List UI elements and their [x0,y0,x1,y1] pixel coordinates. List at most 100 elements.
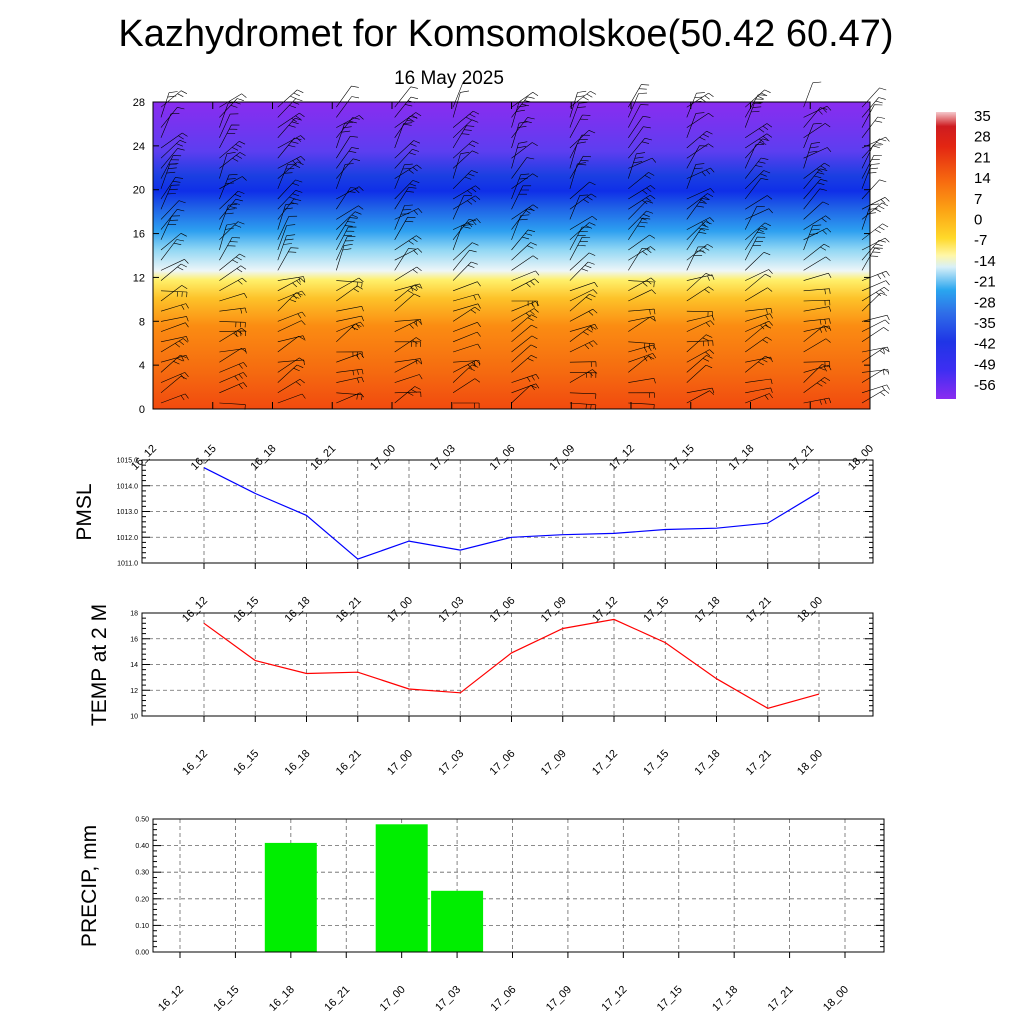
wind-barb [803,81,822,108]
wind-barb [628,344,657,353]
wind-barb [628,157,657,169]
wind-barb [219,198,243,220]
wind-barb [803,224,822,251]
wind-barb [160,393,189,404]
wind-barb [861,144,882,169]
wind-barb [744,206,765,230]
wind-barb [803,215,831,230]
wind-barb [452,110,480,128]
wind-barb [219,362,248,373]
wind-barb [686,334,713,353]
wind-barb [277,276,306,283]
wind-barb [160,215,181,240]
wind-barb [394,358,422,365]
wind-barb [861,314,890,322]
wind-barb [277,179,303,200]
cross-section-xtick-label: 16_21 [308,443,338,473]
wind-barb [336,226,357,251]
wind-barb [569,289,598,302]
wind-barb [569,402,597,410]
precip-ylabel: PRECIP, mm [78,825,101,947]
wind-barb [160,200,186,220]
colorbar-ramp [936,112,956,399]
wind-barb [628,277,656,292]
wind-barb [511,229,536,251]
wind-barb [394,180,420,200]
wind-barb [277,311,306,322]
wind-barb [628,104,649,128]
wind-barb [160,148,185,169]
wind-barb [336,376,364,384]
wind-barb [803,325,830,343]
wind-barb [744,94,767,118]
p2-ytick-label: 1011.0 [117,561,138,568]
wind-barb [336,85,359,108]
wind-barb [569,90,597,108]
wind-barb [861,346,890,353]
cross-section-xtick-label: 16_18 [249,443,279,473]
cross-section-ytick-label: 24 [133,141,145,153]
wind-barb [160,184,180,210]
cross-section-ytick-label: 0 [139,404,145,416]
wind-barb [511,157,535,179]
wind-barb [336,186,364,200]
wind-barb [336,115,364,128]
wind-barb [336,117,360,138]
wind-barb [628,353,657,363]
wind-barb [511,270,540,281]
wind-barb [452,306,480,322]
cross-section-xtick-label: 17_00 [368,443,398,473]
p3-ytick-label: 14 [130,662,138,669]
p2-ytick-label: 1015.0 [117,458,139,465]
wind-barb [686,92,714,108]
precip-xtick-label: 16_21 [322,984,352,1014]
p2-xtick-label: 17_06 [488,595,518,625]
wind-barb [336,122,354,149]
wind-barb [803,243,830,261]
wind-barb [861,163,880,189]
wind-barb [219,402,246,410]
wind-barb [511,300,538,307]
wind-barb [861,240,886,261]
wind-barb [569,324,598,332]
wind-barb [336,163,354,189]
wind-barb [686,286,714,302]
wind-barb [452,119,479,139]
wind-barb [394,235,422,251]
p2-xtick-label: 17_18 [693,595,723,625]
pmsl-ylabel: PMSL [73,483,96,540]
wind-barb [394,208,423,220]
wind-barb [452,359,481,373]
wind-barb [511,383,540,394]
wind-barb [569,308,598,322]
wind-barb [686,167,715,179]
wind-barb [745,393,773,404]
wind-barb [277,224,296,251]
page-subtitle: 16 May 2025 [394,68,504,89]
colorbar-label: 0 [974,212,982,229]
wind-barb [569,222,596,241]
colorbar-label: 14 [974,170,991,187]
wind-barb [569,261,595,281]
wind-barb [394,96,419,118]
colorbar: 35 28 21 14 7 0 -7 -14 -21 -28 -35 -42 -49 -56 [936,108,996,399]
p3-ytick-label: 12 [130,688,138,695]
wind-barb [394,359,423,373]
cross-section-xtick-label: 17_15 [667,443,697,473]
wind-barb [452,322,481,332]
wind-barb [803,179,828,200]
p3-ytick-label: 10 [130,714,138,721]
wind-barb [219,307,247,314]
wind-barb [628,185,656,200]
wind-barb [394,293,421,312]
wind-barb [628,289,656,302]
precip-xtick-label: 18_00 [821,984,851,1014]
wind-barb [511,278,540,292]
wind-barb [219,141,246,159]
precip-xtick-label: 17_09 [544,984,574,1014]
wind-barb [394,319,422,325]
wind-barb [511,308,539,322]
wind-barb [569,130,596,149]
wind-barb [803,338,831,353]
